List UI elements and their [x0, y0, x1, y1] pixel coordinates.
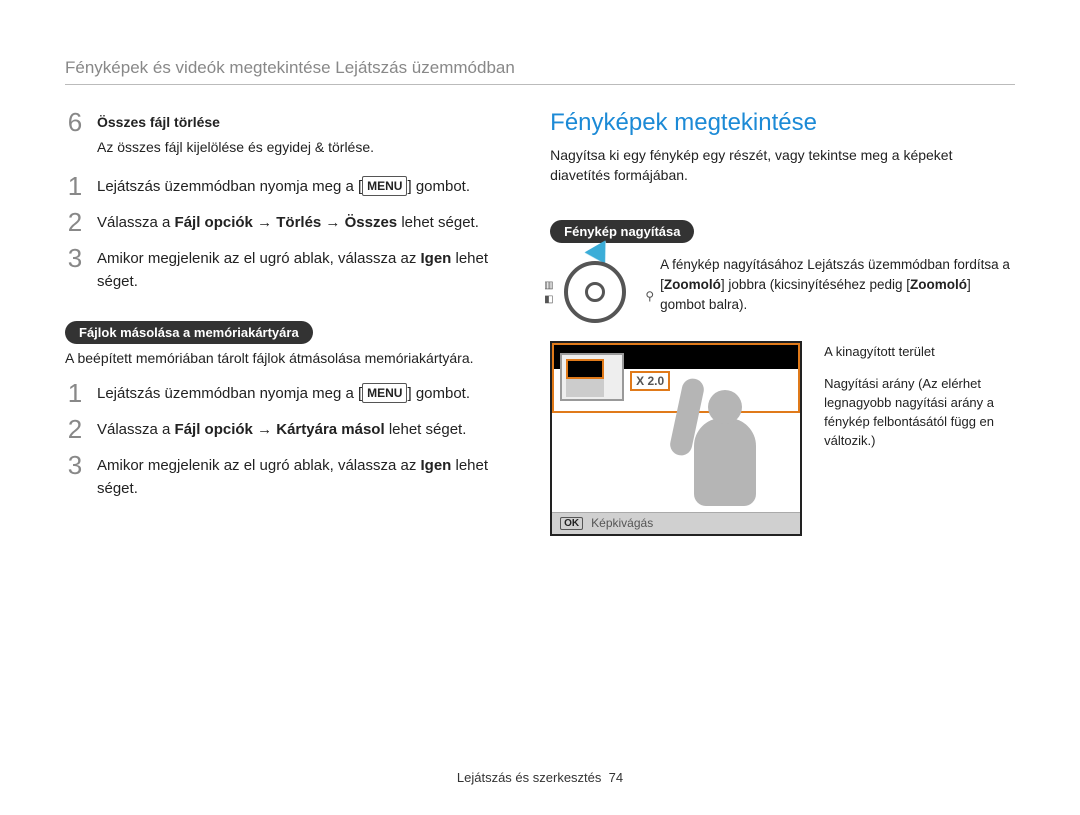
zoom-description: A fénykép nagyításához Lejátszás üzemmód…: [660, 249, 1015, 316]
listA-step2: 2 Válassza a Fájl opciók → Törlés → Össz…: [65, 209, 520, 235]
arrow: →: [321, 214, 344, 231]
text: lehet séget.: [397, 214, 479, 231]
crop-label: Képkivágás: [591, 516, 653, 530]
step6-subtitle: Az összes fájl kijelölése és egyidej & t…: [97, 139, 520, 155]
listB-step3: 3 Amikor megjelenik az el ugró ablak, vá…: [65, 452, 520, 500]
zoom-dial-illustration: ▥◧ ⚲: [550, 249, 646, 323]
step-number: 1: [65, 380, 85, 406]
page-header: Fényképek és videók megtekintése Lejátsz…: [65, 58, 1015, 78]
ok-icon: OK: [560, 517, 583, 530]
menu-button-label: MENU: [362, 383, 407, 403]
step-number: 3: [65, 452, 85, 478]
section-intro: Nagyítsa ki egy fénykép egy részét, vagy…: [550, 145, 1015, 186]
pill-subtitle: A beépített memóriában tárolt fájlok átm…: [65, 350, 520, 366]
zoom-magnify-icon: ⚲: [645, 289, 654, 303]
person-silhouette-icon: [648, 378, 768, 508]
manual-page: Fényképek és videók megtekintése Lejátsz…: [0, 0, 1080, 815]
listB-step2: 2 Válassza a Fájl opciók → Kártyára máso…: [65, 416, 520, 442]
bold: Összes: [345, 214, 398, 231]
step-body: Válassza a Fájl opciók → Törlés → Összes…: [97, 209, 479, 235]
header-rule: [65, 84, 1015, 85]
text: Válassza a: [97, 421, 175, 438]
bold: Fájl opciók: [175, 214, 253, 231]
step-body: Lejátszás üzemmódban nyomja meg a [MENU]…: [97, 380, 470, 406]
screen-figure-row: X 2.0 OK Képkivágás A kinagyított terüle…: [550, 341, 1015, 536]
step-number: 2: [65, 416, 85, 442]
zoom-diagram-block: ▥◧ ⚲ A fénykép nagyításához Lejátszás üz…: [550, 249, 1015, 323]
step-number: 1: [65, 173, 85, 199]
step-body: Válassza a Fájl opciók → Kártyára másol …: [97, 416, 466, 442]
bold: Zoomoló: [910, 277, 967, 292]
step-number: 3: [65, 245, 85, 271]
two-column-layout: 6 Összes fájl törlése Az összes fájl kij…: [65, 109, 1015, 536]
section-title: Fényképek megtekintése: [550, 109, 1015, 137]
listB-step1: 1 Lejátszás üzemmódban nyomja meg a [MEN…: [65, 380, 520, 406]
section-pill-zoom: Fénykép nagyítása: [550, 220, 694, 243]
step-number: 6: [65, 109, 85, 135]
text: Válassza a: [97, 214, 175, 231]
listA-step3: 3 Amikor megjelenik az el ugró ablak, vá…: [65, 245, 520, 293]
minimap-highlight: [566, 359, 604, 379]
bold: Törlés: [276, 214, 321, 231]
callout-zoom-ratio: Nagyítási arány (Az elérhet legnagyobb n…: [824, 375, 1014, 450]
bold: Fájl opciók: [175, 421, 253, 438]
minimap: [560, 353, 624, 401]
text: Lejátszás üzemmódban nyomja meg a [: [97, 385, 362, 402]
left-column: 6 Összes fájl törlése Az összes fájl kij…: [65, 109, 520, 536]
page-footer: Lejátszás és szerkesztés 74: [0, 770, 1080, 785]
bold: Igen: [420, 457, 451, 474]
text: Lejátszás üzemmódban nyomja meg a [: [97, 178, 362, 195]
bold: Zoomoló: [664, 277, 721, 292]
step6-title: Összes fájl törlése: [97, 114, 220, 130]
text: Amikor megjelenik az el ugró ablak, vála…: [97, 250, 420, 267]
arrow: →: [253, 214, 276, 231]
menu-button-label: MENU: [362, 176, 407, 196]
minimap-shade: [566, 379, 604, 397]
step-number: 2: [65, 209, 85, 235]
step-body: Lejátszás üzemmódban nyomja meg a [MENU]…: [97, 173, 470, 199]
footer-section: Lejátszás és szerkesztés: [457, 770, 602, 785]
step-body: Amikor megjelenik az el ugró ablak, vála…: [97, 452, 520, 500]
figure-callouts: A kinagyított terület Nagyítási arány (A…: [824, 341, 1014, 451]
step-body: Összes fájl törlése: [97, 109, 220, 135]
arrow: →: [253, 421, 276, 438]
screen-bottom-bar: OK Képkivágás: [552, 512, 800, 534]
bold: Igen: [420, 250, 451, 267]
text: Amikor megjelenik az el ugró ablak, vála…: [97, 457, 420, 474]
text: ] gombot.: [407, 385, 470, 402]
zoom-side-icons: ▥◧: [544, 279, 553, 307]
footer-page-number: 74: [609, 770, 623, 785]
bold: Kártyára másol: [276, 421, 384, 438]
listA-step1: 1 Lejátszás üzemmódban nyomja meg a [MEN…: [65, 173, 520, 199]
step-6: 6 Összes fájl törlése: [65, 109, 520, 135]
section-pill-copy: Fájlok másolása a memóriakártyára: [65, 321, 313, 344]
zoom-dial-icon: [564, 261, 626, 323]
text: lehet séget.: [385, 421, 467, 438]
callout-zoomed-area: A kinagyított terület: [824, 343, 1014, 362]
camera-screen-figure: X 2.0 OK Képkivágás: [550, 341, 802, 536]
text: ] jobbra (kicsinyítéséhez pedig [: [721, 277, 910, 292]
text: ] gombot.: [407, 178, 470, 195]
step-body: Amikor megjelenik az el ugró ablak, vála…: [97, 245, 520, 293]
right-column: Fényképek megtekintése Nagyítsa ki egy f…: [550, 109, 1015, 536]
